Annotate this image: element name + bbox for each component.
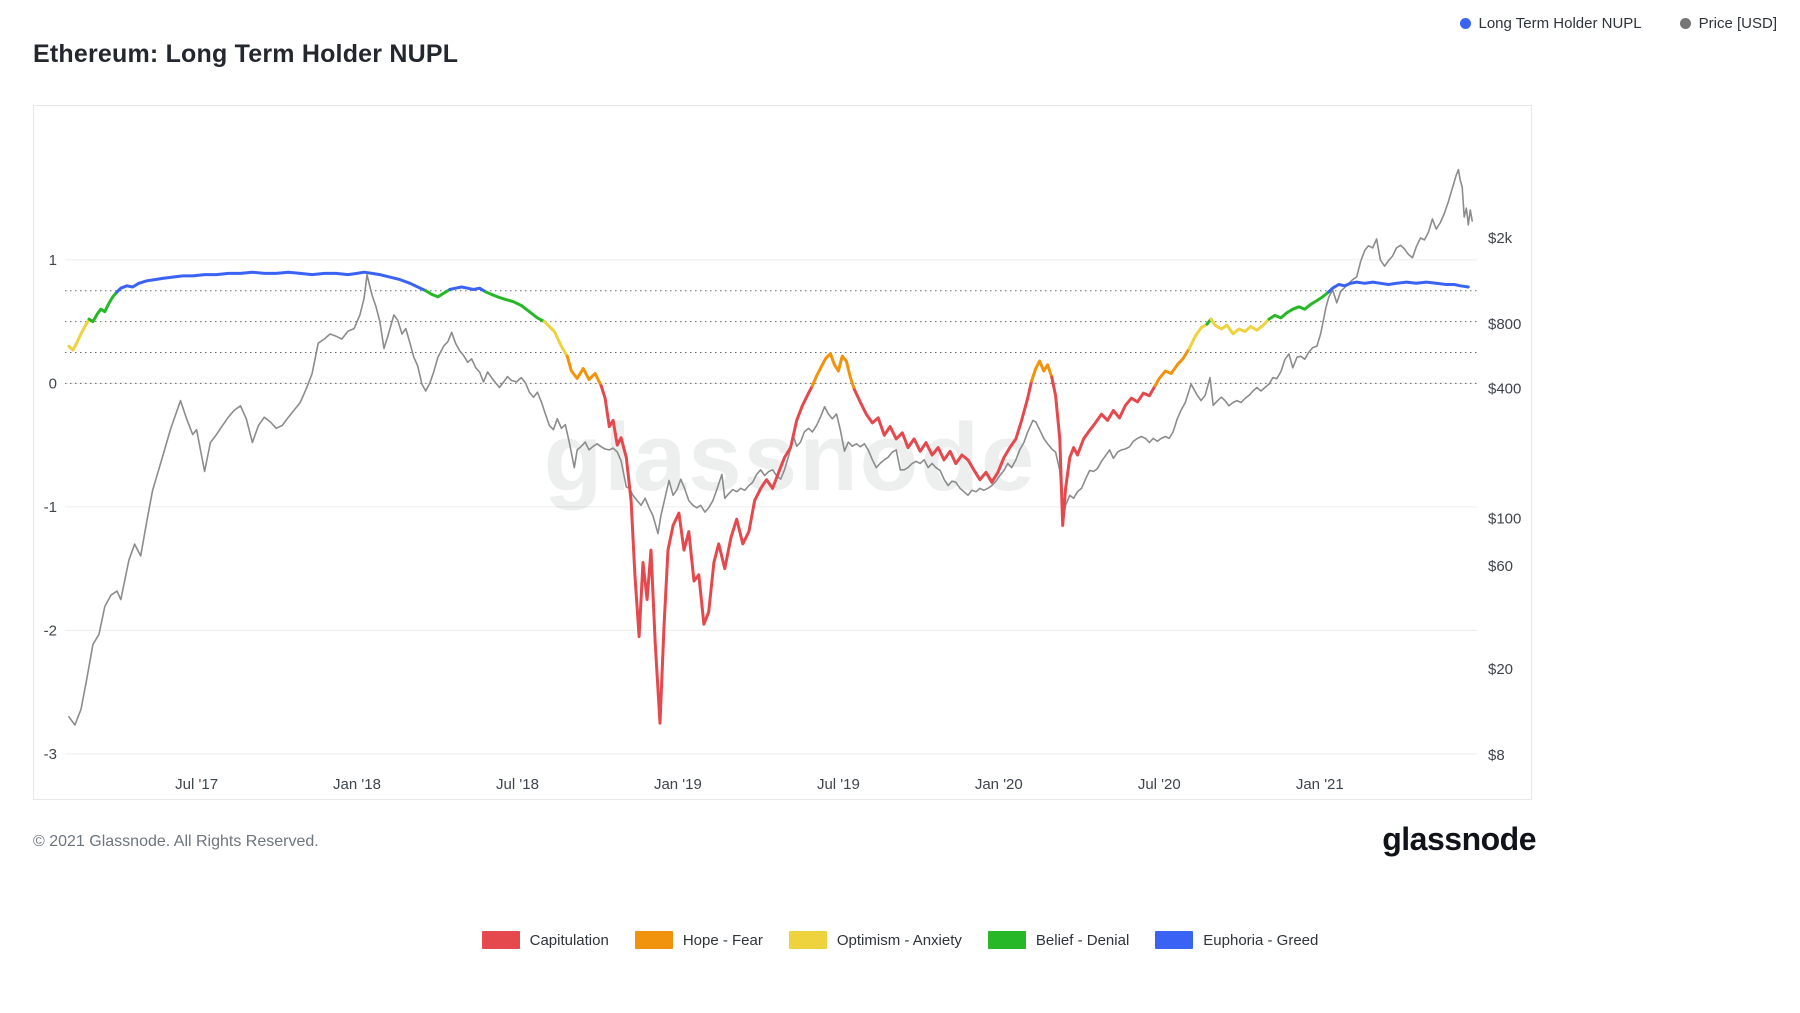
glassnode-logo: glassnode [1382, 821, 1536, 857]
price-line[interactable] [68, 168, 1473, 726]
nupl-line-segment[interactable] [565, 354, 603, 388]
nupl-line-segment[interactable] [67, 317, 91, 352]
left-axis-tick: -3 [44, 746, 57, 763]
band-color-swatch [788, 931, 827, 949]
right-axis-tick: $2k [1488, 230, 1513, 247]
nupl-line-segment[interactable] [115, 270, 428, 294]
band-legend-item: Euphoria - Greed [1155, 931, 1318, 949]
left-axis-tick: 0 [49, 375, 57, 392]
band-color-swatch [481, 931, 520, 949]
legend-label: Long Term Holder NUPL [1478, 15, 1642, 32]
nupl-line-segment[interactable] [448, 285, 488, 294]
x-axis-tick: Jan '19 [654, 776, 702, 793]
right-axis-tick: $800 [1488, 316, 1521, 333]
nupl-line-segment[interactable] [1050, 375, 1157, 527]
band-label: Euphoria - Greed [1203, 931, 1319, 949]
band-color-swatch [634, 931, 673, 949]
right-axis-tick: $60 [1488, 558, 1513, 575]
right-axis-tick: $8 [1488, 747, 1505, 764]
legend-item-price[interactable]: Price [USD] [1679, 15, 1777, 32]
left-axis-tick: -1 [44, 499, 57, 516]
left-axis-tick: 1 [49, 252, 57, 269]
band-label: Optimism - Anxiety [836, 931, 962, 949]
nupl-line-segment[interactable] [1267, 290, 1331, 321]
nupl-line-segment[interactable] [810, 352, 856, 391]
band-color-swatch [987, 931, 1026, 949]
band-label: Capitulation [529, 931, 609, 949]
nupl-line-segment[interactable] [542, 320, 569, 358]
band-label: Belief - Denial [1035, 931, 1130, 949]
right-axis-tick: $400 [1488, 381, 1521, 398]
band-legend: Capitulation Hope - Fear Optimism - Anxiet… [0, 931, 1800, 949]
legend-label: Price [USD] [1698, 15, 1777, 32]
nupl-line-segment[interactable] [852, 379, 1034, 484]
x-axis-tick: Jul '17 [175, 776, 218, 793]
x-axis-tick: Jan '20 [975, 776, 1023, 793]
left-axis-tick: -2 [44, 622, 57, 639]
nupl-line-segment[interactable] [424, 288, 452, 299]
nupl-line-segment[interactable] [87, 290, 119, 324]
copyright-text: © 2021 Glassnode. All Rights Reserved. [33, 833, 319, 850]
nupl-line-segment[interactable] [1209, 317, 1271, 336]
nupl-line-segment[interactable] [1327, 280, 1470, 294]
page-title: Ethereum: Long Term Holder NUPL [33, 40, 459, 68]
nupl-line-segment[interactable] [1187, 322, 1209, 351]
chart-legend: Long Term Holder NUPL Price [USD] [1459, 15, 1777, 32]
legend-item-nupl[interactable]: Long Term Holder NUPL [1459, 15, 1642, 32]
x-axis-tick: Jul '18 [496, 776, 539, 793]
band-legend-item: Hope - Fear [634, 931, 763, 949]
chart-panel [33, 105, 1532, 800]
nupl-line-segment[interactable] [484, 290, 546, 324]
band-legend-item: Capitulation [481, 931, 609, 949]
nupl-line-segment[interactable] [599, 384, 814, 725]
right-axis-tick: $100 [1488, 510, 1521, 527]
right-axis-tick: $20 [1488, 661, 1513, 678]
legend-dot-icon [1679, 18, 1691, 29]
nupl-line-segment[interactable] [1030, 359, 1054, 383]
band-legend-item: Optimism - Anxiety [788, 931, 962, 949]
x-axis-tick: Jan '18 [333, 776, 381, 793]
x-axis-tick: Jul '19 [817, 776, 860, 793]
x-axis-tick: Jul '20 [1138, 776, 1181, 793]
x-axis-tick: Jan '21 [1296, 776, 1344, 793]
band-label: Hope - Fear [682, 931, 763, 949]
legend-dot-icon [1459, 18, 1471, 29]
band-color-swatch [1155, 931, 1194, 949]
nupl-line-segment[interactable] [1153, 347, 1191, 388]
band-legend-item: Belief - Denial [987, 931, 1130, 949]
glassnode-watermark: glassnode [544, 404, 1037, 511]
